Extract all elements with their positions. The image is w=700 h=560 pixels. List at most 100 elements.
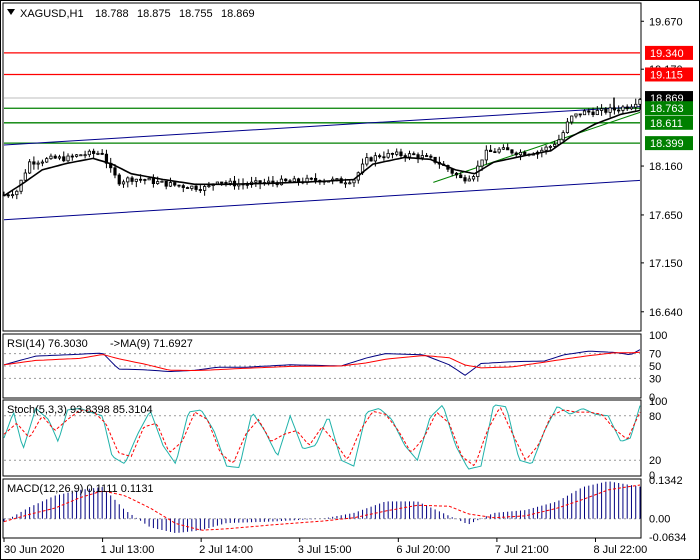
macd-panel[interactable]: 0.1342 0.00 -0.0634 MACD(12,26,9) 0.1111 0… <box>2 475 686 544</box>
candle-body <box>113 167 117 176</box>
price-candles <box>2 97 642 200</box>
price-trendlines <box>3 106 641 221</box>
candle-body <box>292 178 296 182</box>
candle-body <box>638 99 642 105</box>
chart-dropdown-triangle-icon[interactable] <box>7 9 15 15</box>
price-tag-label: 19.115 <box>650 69 683 81</box>
candle-body <box>634 103 638 108</box>
price-tag-bg <box>645 67 693 82</box>
channel-upper-line <box>3 106 641 146</box>
candle-body <box>390 152 395 155</box>
candle-body <box>284 178 288 182</box>
candle-body <box>548 145 552 148</box>
rsi-axis-label: 0 <box>649 392 655 404</box>
candle-body <box>407 153 412 158</box>
rsi-axis-label: 30 <box>649 373 661 385</box>
candle-body <box>228 180 232 184</box>
time-axis-label: 6 Jul 20:00 <box>396 544 450 556</box>
candle-body <box>168 182 173 187</box>
candle-body <box>561 132 565 141</box>
candle-body <box>480 159 484 167</box>
rsi-panel-border <box>2 333 642 399</box>
candle-body <box>574 113 578 117</box>
chart-header: XAGUSD,H1 18.788 18.875 18.755 18.869 <box>7 8 255 20</box>
rsi-levels <box>4 353 640 379</box>
price-axis-label: 17.150 <box>649 258 683 270</box>
candle-body <box>104 153 109 164</box>
candle-body <box>79 154 83 157</box>
stochastic-axis-label: 20 <box>649 455 661 467</box>
price-tag-bg <box>645 101 693 116</box>
moving-average-line <box>3 109 641 197</box>
candle-body <box>412 153 416 156</box>
macd-title: MACD(12,26,9) 0.1111 0.1131 <box>7 483 154 495</box>
candle-body <box>177 184 181 187</box>
candle-body <box>117 174 121 185</box>
candle-body <box>514 152 518 156</box>
candle-body <box>32 161 36 165</box>
stochastic-panel-border <box>2 399 642 477</box>
stochastic-title: Stoch(5,3,3) 93.8398 85.3104 <box>7 404 153 416</box>
candle-body <box>185 187 190 189</box>
stochastic-signal-line <box>3 407 641 467</box>
price-tag-label: 19.340 <box>650 48 684 60</box>
candle-body <box>365 157 369 165</box>
candle-body <box>134 178 138 182</box>
candle-body <box>45 158 49 163</box>
candle-body <box>416 154 420 159</box>
stochastic-panel[interactable]: 100 80 20 0 Stoch(5,3,3) 93.8398 85.3104 <box>2 396 667 482</box>
candle-body <box>399 151 403 157</box>
candle-body <box>92 150 96 154</box>
stochastic-axis-label: 100 <box>649 396 667 408</box>
candle-body <box>160 180 164 183</box>
candle-body <box>591 111 595 116</box>
candle-body <box>493 151 497 154</box>
candle-body <box>386 152 390 158</box>
candle-body <box>10 194 15 197</box>
stochastic-main-line <box>3 404 641 470</box>
candle-body <box>28 161 32 174</box>
candle-body <box>49 155 53 160</box>
price-tag-bg <box>645 45 693 60</box>
candle-body <box>126 177 130 183</box>
candle-body <box>489 149 493 153</box>
candle-body <box>484 149 488 161</box>
rsi-main-line <box>3 349 641 376</box>
candle-body <box>151 177 155 184</box>
stochastic-axis-label: 80 <box>649 411 661 423</box>
ohlc-close: 18.869 <box>221 8 255 20</box>
macd-signal-path <box>3 484 641 531</box>
candle-body <box>66 155 70 162</box>
candle-body <box>429 155 433 158</box>
time-axis-label: 2 Jul 14:00 <box>199 544 253 556</box>
candle-body <box>348 182 352 185</box>
candle-body <box>420 155 424 159</box>
candle-body <box>544 146 548 151</box>
candle-body <box>83 154 87 157</box>
macd-panel-border <box>2 478 642 539</box>
uptrend-line <box>433 111 641 183</box>
macd-axis-label: 0.1342 <box>649 475 683 487</box>
candle-body <box>207 185 211 188</box>
rsi-axis-label: 50 <box>649 361 661 373</box>
candle-body <box>523 151 527 156</box>
candle-body <box>625 106 629 110</box>
candle-body <box>608 107 612 113</box>
macd-axis-label: 0.00 <box>649 514 670 526</box>
candle-body <box>267 180 271 183</box>
rsi-lines <box>3 349 641 376</box>
price-tag-bg <box>645 115 693 130</box>
candle-body <box>599 108 604 111</box>
candle-body <box>617 109 621 112</box>
candle-body <box>373 155 377 162</box>
macd-axis: 0.1342 0.00 -0.0634 <box>649 475 686 544</box>
candle-body <box>138 178 143 181</box>
price-levels <box>4 52 640 144</box>
candle-body <box>147 177 151 181</box>
